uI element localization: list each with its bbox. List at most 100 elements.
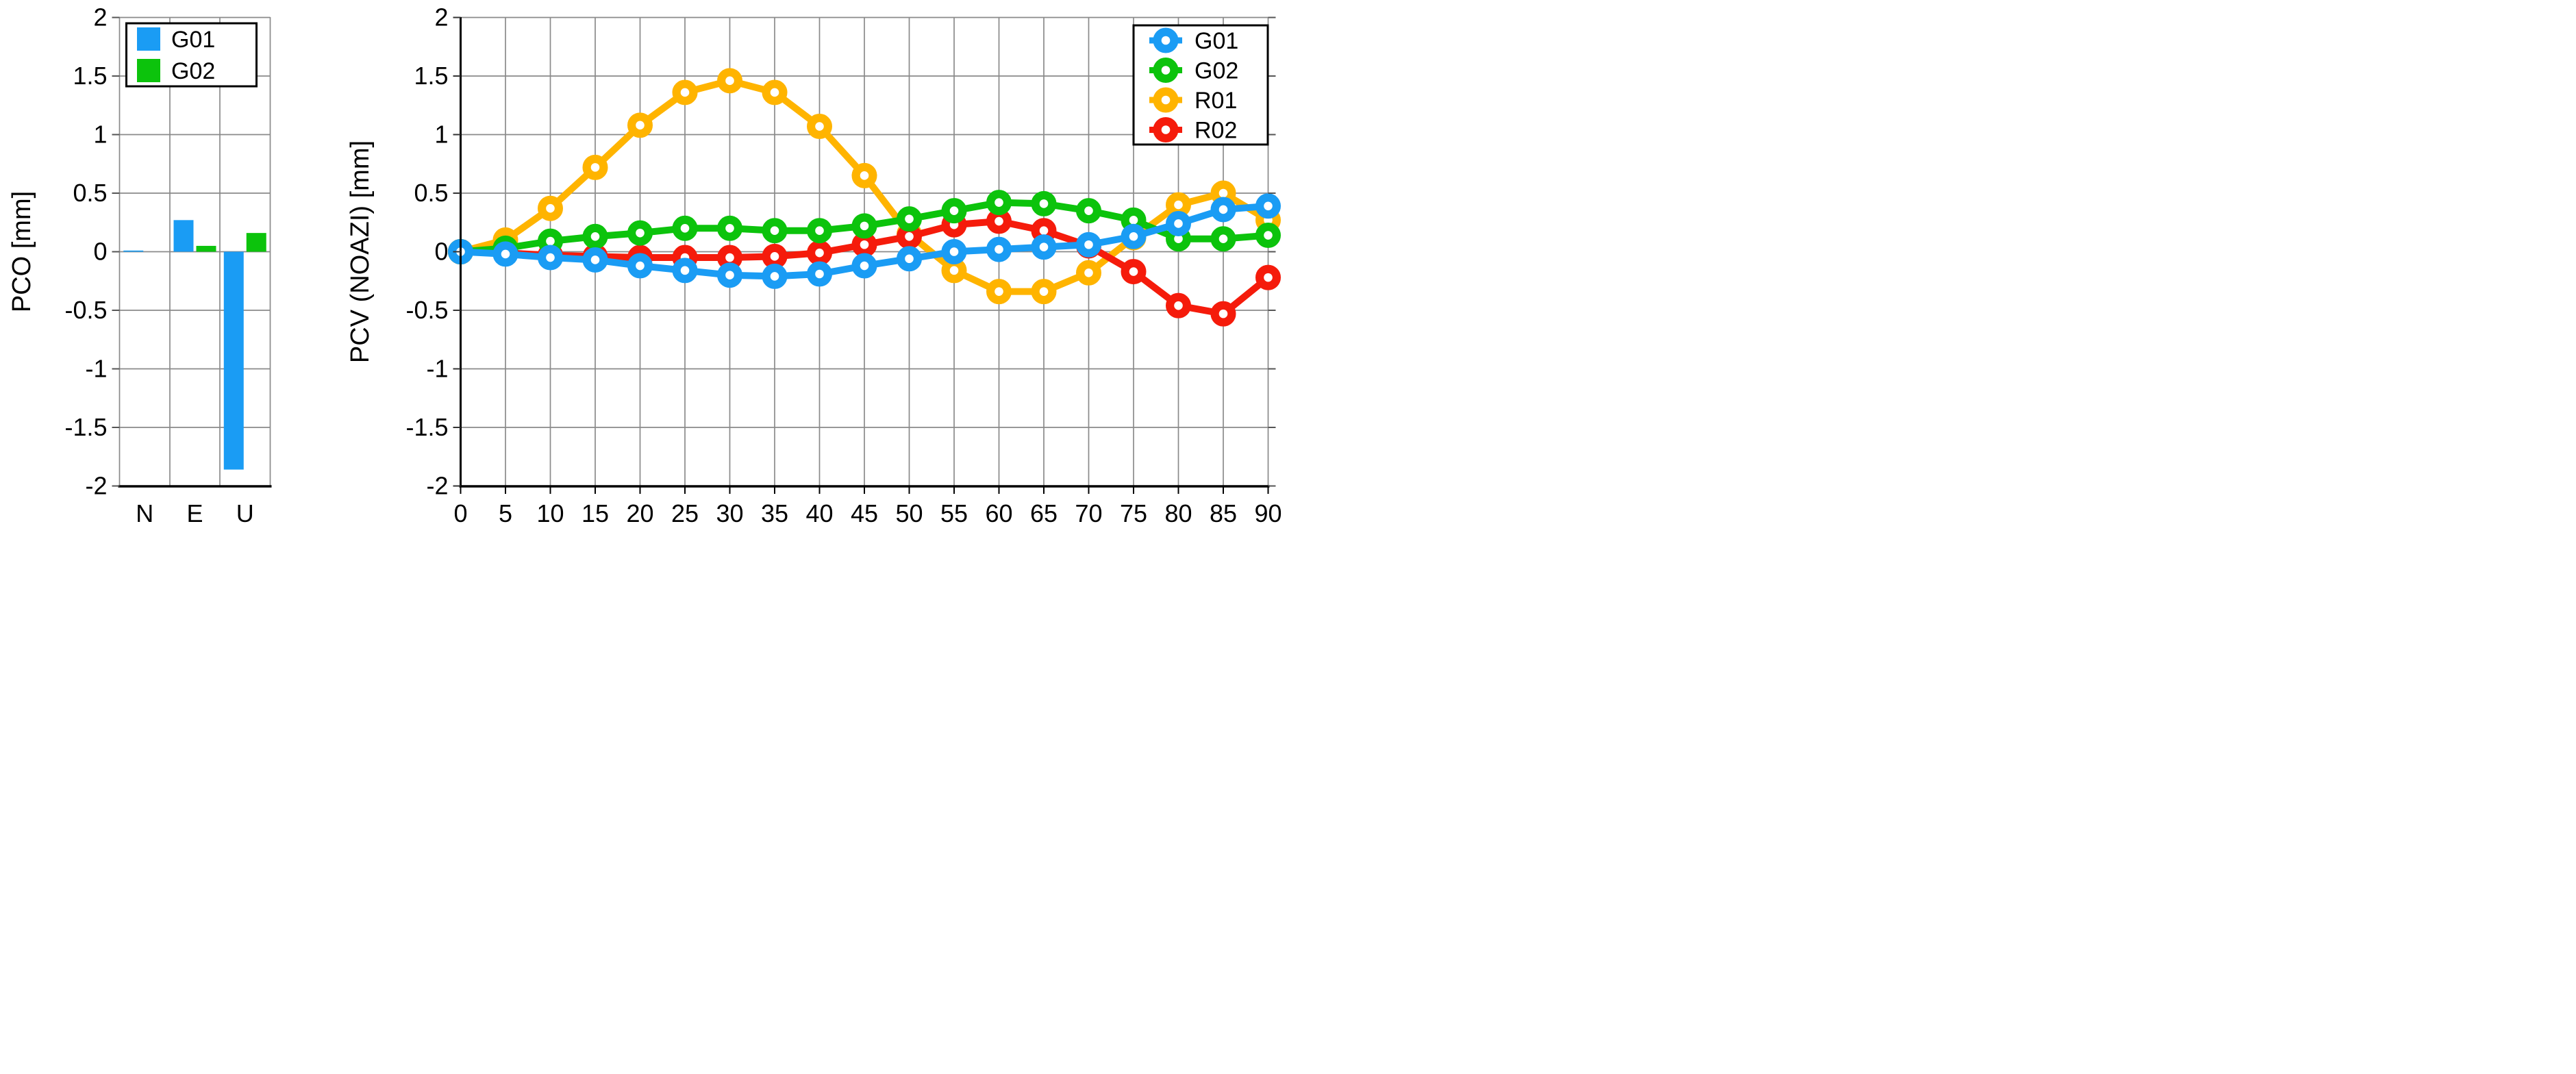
legend-swatch-G01 <box>137 27 160 51</box>
y-tick-label: 1.5 <box>414 62 448 90</box>
charts-canvas: 2 1.5 1 0.5 0 -0.5 -1 -1.5 -2 N E U PCO [mm] G01 G02 2 1… <box>8 3 1282 528</box>
marker-G01-25 <box>672 258 698 284</box>
x-tick-label: 0 <box>453 499 467 527</box>
marker-R02-80 <box>1165 292 1191 319</box>
legend-label-G02: G02 <box>171 58 215 84</box>
x-tick-label: 30 <box>716 499 743 527</box>
x-tick-label: 20 <box>626 499 653 527</box>
y-tick-label: -0.5 <box>405 296 448 324</box>
marker-G02-65 <box>1031 190 1057 216</box>
marker-R01-15 <box>582 154 608 180</box>
marker-R02-90 <box>1255 264 1281 290</box>
marker-R01-80 <box>1165 192 1191 218</box>
y-tick-label: 1 <box>434 121 448 149</box>
marker-R01-60 <box>986 279 1012 305</box>
marker-R02-40 <box>806 240 832 266</box>
marker-R01-30 <box>716 68 742 94</box>
marker-G01-40 <box>806 261 832 287</box>
y-tick-label: 2 <box>434 3 448 32</box>
marker-G01-65 <box>1031 234 1057 260</box>
marker-R02-85 <box>1210 301 1236 327</box>
marker-G01-75 <box>1121 223 1147 249</box>
marker-R01-40 <box>806 114 832 140</box>
x-tick-label: 65 <box>1030 499 1058 527</box>
legend-marker-R02 <box>1153 117 1179 143</box>
marker-G01-15 <box>582 247 608 273</box>
x-tick-label: 75 <box>1120 499 1147 527</box>
legend-label-G01: G01 <box>171 27 215 53</box>
y-tick-label: -1.5 <box>405 413 448 441</box>
bar-G02-U <box>246 233 266 252</box>
marker-G02-40 <box>806 218 832 244</box>
marker-R01-70 <box>1075 260 1101 286</box>
marker-G01-55 <box>941 239 967 265</box>
marker-R02-75 <box>1121 259 1147 285</box>
marker-G01-10 <box>537 245 563 271</box>
marker-G02-55 <box>941 198 967 224</box>
y-tick-label: 0 <box>434 238 448 266</box>
y-tick-label: 0.5 <box>414 179 448 207</box>
y-tick-label: -1.5 <box>64 413 107 441</box>
marker-G02-60 <box>986 190 1012 216</box>
marker-G01-45 <box>851 253 877 279</box>
marker-G01-80 <box>1165 210 1191 236</box>
legend-label-R02: R02 <box>1195 118 1237 144</box>
y-axis-title: PCO [mm] <box>8 191 36 312</box>
marker-G02-70 <box>1075 198 1101 224</box>
y-tick-label: 0 <box>93 238 107 266</box>
legend-label-G02: G02 <box>1195 58 1238 84</box>
x-tick-label: 15 <box>582 499 609 527</box>
legend-marker-R01 <box>1153 87 1179 113</box>
bar-G01-E <box>173 220 194 252</box>
marker-G02-45 <box>851 213 877 239</box>
marker-G02-90 <box>1255 223 1281 249</box>
marker-G01-30 <box>716 262 742 288</box>
y-tick-label: 1.5 <box>73 62 107 90</box>
marker-G02-25 <box>672 215 698 241</box>
marker-R01-65 <box>1031 279 1057 305</box>
marker-G02-15 <box>582 223 608 249</box>
marker-G01-85 <box>1210 197 1236 223</box>
marker-G02-30 <box>716 215 742 241</box>
x-category-label: N <box>136 499 153 527</box>
bar-G01-U <box>223 251 244 470</box>
marker-G01-35 <box>762 263 788 289</box>
marker-G01-5 <box>492 241 518 267</box>
x-tick-label: 80 <box>1164 499 1192 527</box>
marker-G01-50 <box>896 246 922 272</box>
x-tick-label: 40 <box>805 499 833 527</box>
y-tick-label: 0.5 <box>73 179 107 207</box>
y-tick-label: 1 <box>93 121 107 149</box>
x-tick-label: 25 <box>671 499 699 527</box>
x-category-label: U <box>236 499 254 527</box>
legend-marker-G02 <box>1153 57 1179 83</box>
marker-G02-85 <box>1210 226 1236 252</box>
marker-R01-45 <box>851 162 877 188</box>
bar-G01-N <box>123 250 144 252</box>
x-tick-label: 85 <box>1210 499 1237 527</box>
marker-R01-10 <box>537 195 563 221</box>
legend-label-G01: G01 <box>1195 28 1238 54</box>
legend-swatch-G02 <box>137 59 160 82</box>
marker-G01-60 <box>986 236 1012 262</box>
x-tick-label: 55 <box>940 499 968 527</box>
y-tick-label: -0.5 <box>64 296 107 324</box>
marker-R01-35 <box>762 79 788 105</box>
marker-R01-55 <box>941 258 967 284</box>
marker-G02-35 <box>762 218 788 244</box>
y-tick-label: -1 <box>85 355 107 383</box>
x-tick-label: 35 <box>761 499 788 527</box>
marker-G02-20 <box>627 220 653 246</box>
bar-G02-E <box>196 245 216 252</box>
marker-R02-45 <box>851 232 877 258</box>
marker-R02-35 <box>762 243 788 269</box>
marker-G01-70 <box>1075 232 1101 258</box>
y-tick-label: -2 <box>426 472 448 500</box>
x-tick-label: 10 <box>536 499 564 527</box>
marker-G01-20 <box>627 253 653 279</box>
marker-G01-90 <box>1255 193 1281 219</box>
x-tick-label: 5 <box>499 499 512 527</box>
x-tick-label: 70 <box>1075 499 1102 527</box>
marker-G02-50 <box>896 206 922 232</box>
y-tick-label: -1 <box>426 355 448 383</box>
